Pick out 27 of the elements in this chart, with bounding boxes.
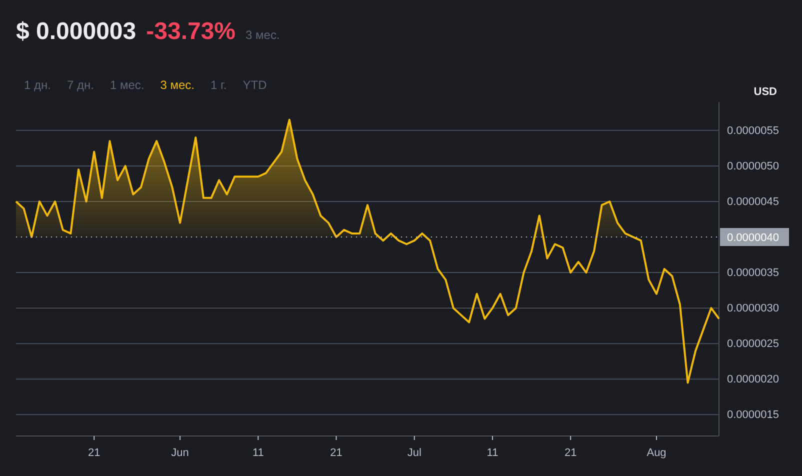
x-tick-label: 21 [88, 446, 100, 459]
chart-subtitle: -33.73% [146, 18, 236, 45]
text: 1 дн. [24, 78, 51, 92]
y-tick-label: 0.0000015 [727, 409, 779, 422]
x-tick-label: 11 [486, 446, 498, 459]
x-tick-label: Aug [646, 446, 666, 459]
text: 3 мес. [246, 28, 280, 42]
y-tick-label: 0.0000045 [727, 196, 779, 208]
text: 7 дн. [66, 78, 94, 92]
x-tick-label: Jul [407, 446, 422, 459]
y-tick-label: 0.0000050 [727, 160, 779, 172]
text: YTD [242, 78, 268, 92]
y-tick-label: 0.0000035 [727, 267, 779, 280]
ref-line-label: 0.0000040 [727, 232, 779, 244]
text: 1 г. [210, 78, 227, 92]
x-tick-label: 21 [330, 446, 342, 459]
chart-title: $ 0.000003 [16, 18, 136, 45]
x-tick-label: 21 [564, 446, 577, 459]
y-tick-label: 0.0000025 [727, 338, 779, 350]
y-axis-title: USD [754, 86, 778, 98]
y-tick-label: 0.0000020 [727, 374, 779, 386]
x-tick-label: 11 [252, 446, 264, 459]
x-tick-label: Jun [171, 446, 189, 459]
y-tick-label: 0.0000030 [727, 302, 779, 315]
y-tick-label: 0.0000055 [727, 124, 779, 137]
text: 3 мес. [160, 78, 194, 92]
text: 1 мес. [110, 78, 144, 92]
